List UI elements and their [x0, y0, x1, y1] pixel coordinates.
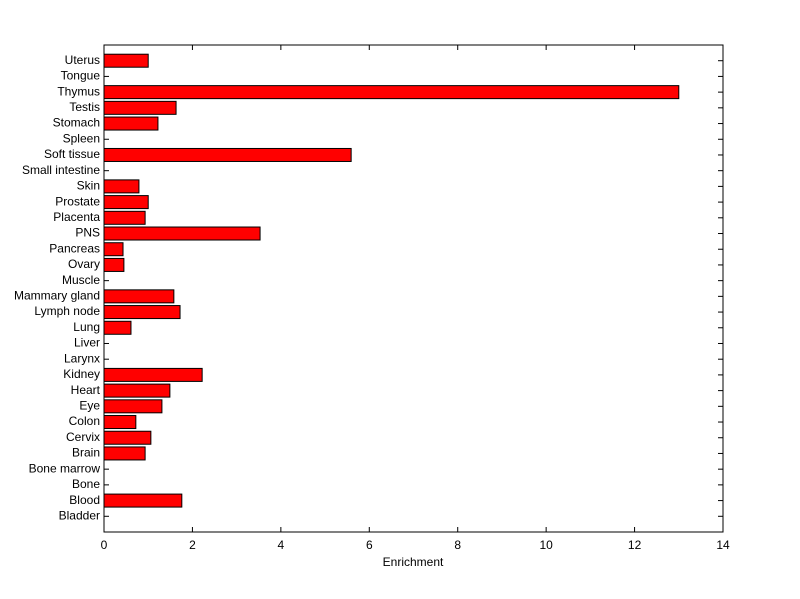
plot-frame: [103, 44, 724, 533]
y-tick-label: Cervix: [66, 430, 100, 444]
y-tick-label: Bladder: [59, 508, 100, 522]
x-tick-label: 8: [454, 538, 461, 552]
y-tick-label: Testis: [69, 100, 100, 114]
y-tick-label: Larynx: [64, 351, 100, 365]
x-tick-label: 0: [101, 538, 108, 552]
y-tick-label: Small intestine: [22, 163, 100, 177]
y-tick-label: Ovary: [68, 257, 100, 271]
y-tick-label: Lymph node: [34, 304, 100, 318]
x-tick-label: 10: [539, 538, 553, 552]
bar: [103, 493, 183, 508]
y-tick-label: Heart: [71, 383, 101, 397]
bar: [103, 257, 125, 272]
y-tick-label: Soft tissue: [44, 147, 100, 161]
bar: [103, 242, 124, 257]
bar: [103, 147, 352, 162]
x-tick-label: 6: [366, 538, 373, 552]
bar: [103, 430, 152, 445]
bar: [103, 367, 203, 382]
y-tick-label: Blood: [69, 493, 100, 507]
bar: [103, 446, 146, 461]
x-tick-label: 2: [189, 538, 196, 552]
y-tick-label: Mammary gland: [14, 289, 100, 303]
bar: [103, 53, 149, 68]
y-tick-label: Muscle: [62, 273, 100, 287]
y-tick-label: Bone: [72, 477, 100, 491]
y-tick-label: PNS: [75, 226, 100, 240]
x-tick-label: 14: [716, 538, 730, 552]
bar: [103, 116, 159, 131]
y-tick-label: Liver: [74, 336, 100, 350]
y-tick-label: Brain: [72, 446, 100, 460]
bar: [103, 100, 177, 115]
y-tick-label: Kidney: [63, 367, 100, 381]
y-tick-label: Prostate: [55, 194, 100, 208]
y-tick-label: Pancreas: [49, 241, 100, 255]
y-tick-label: Bone marrow: [29, 461, 101, 475]
y-tick-label: Lung: [73, 320, 100, 334]
bar: [103, 195, 149, 210]
y-tick-label: Placenta: [53, 210, 100, 224]
bar: [103, 399, 163, 414]
x-tick-label: 4: [278, 538, 285, 552]
y-tick-label: Uterus: [65, 53, 100, 67]
bar: [103, 383, 171, 398]
y-tick-label: Colon: [69, 414, 100, 428]
bar: [103, 289, 175, 304]
x-axis-label: Enrichment: [383, 555, 444, 569]
y-tick-label: Stomach: [53, 116, 100, 130]
y-tick-label: Tongue: [61, 69, 101, 83]
y-tick-label: Spleen: [63, 131, 100, 145]
bar: [103, 226, 261, 241]
bar: [103, 85, 680, 100]
y-tick-label: Skin: [77, 179, 100, 193]
bar: [103, 415, 137, 430]
bar: [103, 320, 132, 335]
x-tick-label: 12: [628, 538, 642, 552]
bar: [103, 305, 181, 320]
y-tick-label: Thymus: [57, 84, 100, 98]
bar: [103, 210, 146, 225]
y-tick-label: Eye: [79, 398, 100, 412]
bar: [103, 179, 140, 194]
